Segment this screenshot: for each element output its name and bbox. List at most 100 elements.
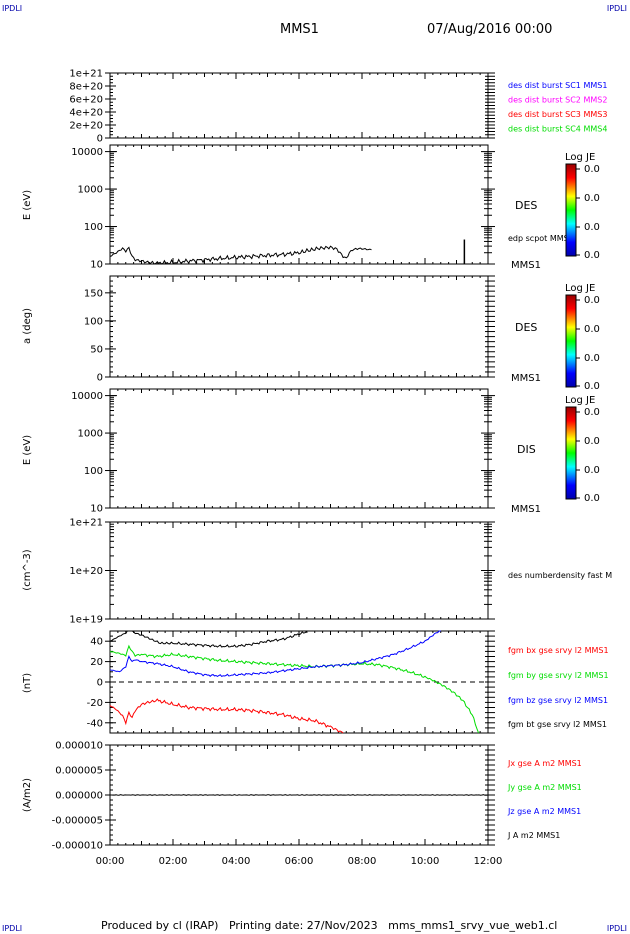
x-tick-label: 12:00 — [474, 856, 503, 867]
y-tick-label: 10 — [90, 504, 103, 515]
legend-entry: Jy gse A m2 MMS1 — [507, 783, 582, 792]
x-tick-label: 06:00 — [285, 856, 314, 867]
y-axis-label: E (eV) — [22, 190, 33, 220]
y-tick-label: 6e+20 — [69, 95, 103, 106]
y-tick-label: 1e+20 — [69, 566, 103, 577]
probe-label: MMS1 — [511, 373, 541, 384]
y-tick-label: 50 — [90, 344, 103, 355]
legend-entry: des dist burst SC1 MMS1 — [508, 81, 607, 90]
colorbar-label: 0.0 — [584, 250, 600, 261]
legend-entry: fgm by gse srvy l2 MMS1 — [508, 671, 609, 680]
y-tick-label: 1000 — [78, 429, 103, 440]
y-tick-label: 1e+21 — [69, 69, 103, 80]
colorbar-title: Log JE — [565, 395, 595, 406]
y-tick-label: 0.000000 — [55, 791, 103, 802]
x-tick-label: 02:00 — [159, 856, 188, 867]
panel-frame — [109, 521, 489, 620]
probe-label: MMS1 — [511, 260, 541, 271]
corner-label-top-left: IPDLI — [2, 4, 23, 13]
y-tick-label: 1e+21 — [69, 518, 103, 529]
legend-entry: des numberdensity fast M — [508, 571, 612, 580]
y-axis-label: (A/m2) — [22, 778, 33, 812]
colorbar-title: Log JE — [565, 152, 595, 163]
colorbar — [565, 406, 577, 500]
data-line — [110, 794, 489, 796]
legend-entry: fgm bt gse srvy l2 MMS1 — [508, 720, 607, 729]
y-tick-label: 150 — [84, 288, 103, 299]
colorbar-label: 0.0 — [584, 193, 600, 204]
x-tick-label: 08:00 — [348, 856, 377, 867]
instrument-label: DIS — [517, 443, 536, 456]
series-label: edp scpot MMS1 — [508, 234, 574, 243]
y-tick-label: 10000 — [71, 391, 103, 402]
legend-entry: fgm bz gse srvy l2 MMS1 — [508, 696, 608, 705]
y-axis-label: a (deg) — [22, 308, 33, 344]
colorbar-title: Log JE — [565, 283, 595, 294]
colorbar-label: 0.0 — [584, 324, 600, 335]
colorbar-label: 0.0 — [584, 493, 600, 504]
y-tick-label: -0.000005 — [52, 816, 103, 827]
colorbar-label: 0.0 — [584, 164, 600, 175]
instrument-label: DES — [515, 321, 537, 334]
colorbar-label: 0.0 — [584, 353, 600, 364]
colorbar-label: 0.0 — [584, 407, 600, 418]
y-tick-label: 2e+20 — [69, 121, 103, 132]
legend-entry: des dist burst SC3 MMS3 — [508, 110, 607, 119]
y-tick-label: 0 — [97, 373, 103, 384]
data-line — [109, 245, 372, 265]
y-axis-label: (nT) — [22, 673, 33, 693]
y-tick-label: 4e+20 — [69, 108, 103, 119]
panel-frame — [109, 275, 489, 378]
panel-frame — [109, 388, 489, 509]
y-tick-label: 0.000005 — [55, 766, 103, 777]
y-tick-label: 0 — [97, 678, 103, 689]
legend-entry: fgm bx gse srvy l2 MMS1 — [508, 646, 609, 655]
y-tick-label: 0 — [97, 134, 103, 145]
colorbar-label: 0.0 — [584, 465, 600, 476]
series-line — [109, 698, 344, 734]
legend-entry: Jz gse A m2 MMS1 — [507, 807, 581, 816]
legend-entry: des dist burst SC2 MMS2 — [508, 96, 607, 105]
y-tick-label: 0.000010 — [55, 741, 103, 752]
y-tick-label: -40 — [87, 718, 103, 729]
series-line — [109, 630, 441, 678]
series-line — [109, 630, 309, 648]
colorbar-label: 0.0 — [584, 295, 600, 306]
corner-label-bottom-right: IPDLI — [606, 924, 627, 933]
legend-entry: des dist burst SC4 MMS4 — [508, 125, 607, 134]
plot-date: 07/Aug/2016 00:00 — [427, 22, 553, 37]
y-tick-label: 8e+20 — [69, 82, 103, 93]
plot-title: MMS1 — [280, 22, 319, 37]
y-tick-label: 10000 — [71, 147, 103, 158]
colorbar — [565, 163, 577, 257]
x-tick-label: 04:00 — [222, 856, 251, 867]
corner-label-bottom-left: IPDLI — [2, 924, 23, 933]
panel-frame — [109, 144, 489, 265]
colorbar-label: 0.0 — [584, 222, 600, 233]
y-tick-label: 40 — [90, 637, 103, 648]
y-tick-label: -0.000010 — [52, 841, 103, 852]
colorbar-label: 0.0 — [584, 381, 600, 392]
legend-entry: J A m2 MMS1 — [507, 831, 560, 840]
colorbar — [565, 294, 577, 388]
x-tick-label: 10:00 — [411, 856, 440, 867]
y-tick-label: 20 — [90, 657, 103, 668]
x-tick-label: 00:00 — [96, 856, 125, 867]
y-tick-label: 100 — [84, 316, 103, 327]
y-tick-label: 100 — [84, 222, 103, 233]
footer-text: Produced by cl (IRAP) Printing date: 27/… — [101, 919, 558, 932]
series-line — [109, 644, 480, 734]
colorbar-label: 0.0 — [584, 436, 600, 447]
corner-label-top-right: IPDLI — [606, 4, 627, 13]
y-axis-label: (cm^-3) — [22, 549, 33, 590]
y-tick-label: 1e+19 — [69, 615, 103, 626]
y-tick-label: 10 — [90, 260, 103, 271]
y-axis-label: E (eV) — [22, 435, 33, 465]
probe-label: MMS1 — [511, 504, 541, 515]
y-tick-label: 1000 — [78, 185, 103, 196]
instrument-label: DES — [515, 199, 537, 212]
y-tick-label: -20 — [87, 698, 103, 709]
y-tick-label: 100 — [84, 466, 103, 477]
panel-frame — [109, 72, 489, 139]
